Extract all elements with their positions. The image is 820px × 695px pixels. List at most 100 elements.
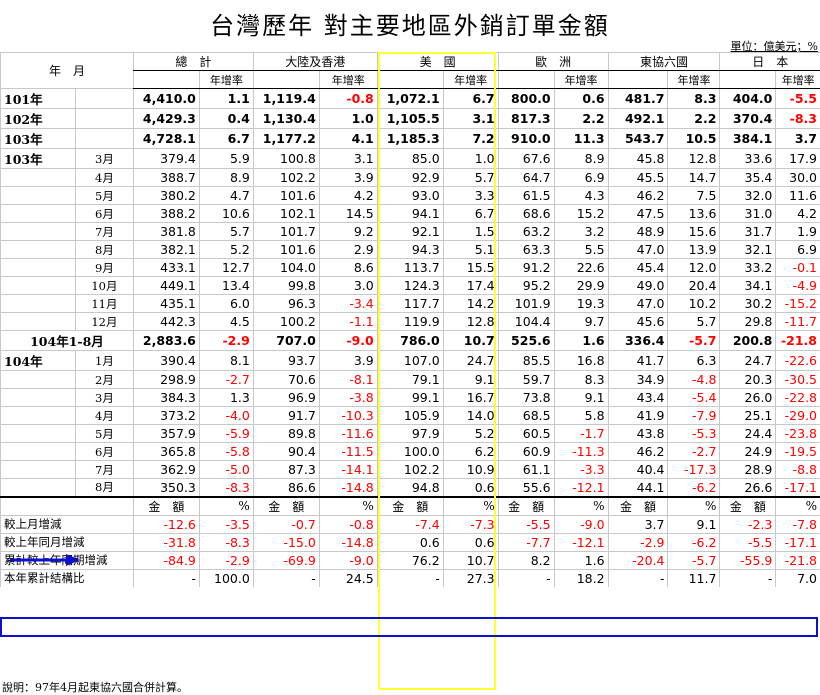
value-cell: -8.8 <box>775 460 820 479</box>
year-cell <box>0 424 76 443</box>
year-cell <box>0 460 76 479</box>
value-cell: 89.8 <box>252 424 320 443</box>
value-cell: 10.6 <box>198 204 254 223</box>
value-cell: 22.6 <box>553 258 609 277</box>
value-cell: 442.3 <box>132 312 200 331</box>
value-cell: 86.6 <box>252 478 320 497</box>
amount-subheader: 金 額 <box>719 495 776 515</box>
page-title: 台灣歷年 對主要地區外銷訂單金額 <box>210 12 610 40</box>
amount-subheader: 金 額 <box>376 495 444 515</box>
table-row: 103年 4,728.1 6.7 1,177.2 4.1 1,185.3 7.2 910.0 1… <box>0 128 820 149</box>
value-cell: 97.9 <box>376 424 444 443</box>
value-cell: 786.0 <box>376 330 444 351</box>
value-cell: -5.4 <box>667 388 720 407</box>
summary-value: 0.6 <box>376 532 444 551</box>
value-cell: 4.2 <box>318 186 378 205</box>
value-cell: 85.0 <box>376 148 444 169</box>
value-cell: 13.9 <box>667 240 720 259</box>
value-cell: 1.1 <box>198 88 254 109</box>
value-cell: -3.3 <box>553 460 609 479</box>
month-cell: 5月 <box>74 186 134 205</box>
year-cell: 101年 <box>0 88 76 109</box>
value-cell: 2.2 <box>553 108 609 129</box>
value-cell: 19.3 <box>553 294 609 313</box>
summary-value: -7.3 <box>442 514 499 533</box>
value-cell: 90.4 <box>252 442 320 461</box>
value-cell: -2.7 <box>667 442 720 461</box>
footnote: 說明：97年4月起東協六國合併計算。 <box>2 681 188 694</box>
value-cell: 45.6 <box>607 312 668 331</box>
value-cell: 6.2 <box>442 442 499 461</box>
summary-value: -0.7 <box>252 514 320 533</box>
month-cell: 9月 <box>74 258 134 277</box>
summary-value: -5.5 <box>719 532 776 551</box>
value-cell: 49.0 <box>607 276 668 295</box>
value-cell: 1,130.4 <box>252 108 320 129</box>
value-cell: 388.7 <box>132 168 200 187</box>
value-cell: -5.5 <box>775 88 820 109</box>
value-cell: 96.9 <box>252 388 320 407</box>
value-cell: 525.6 <box>497 330 555 351</box>
value-cell: -4.0 <box>198 406 254 425</box>
value-cell: 2,883.6 <box>132 330 200 351</box>
value-cell: 4.3 <box>553 186 609 205</box>
value-cell: -3.8 <box>318 388 378 407</box>
amount-header <box>497 70 555 89</box>
pct-subheader: % <box>442 495 499 515</box>
value-cell: 96.3 <box>252 294 320 313</box>
month-cell: 4月 <box>74 168 134 187</box>
value-cell: 8.9 <box>198 168 254 187</box>
header-row: 年 月總 計大陸及香港美 國歐 洲東協六國日 本 <box>0 52 820 89</box>
value-cell: 12.8 <box>442 312 499 331</box>
value-cell: 61.1 <box>497 460 555 479</box>
summary-value: -7.7 <box>497 532 555 551</box>
value-cell: 46.2 <box>607 442 668 461</box>
value-cell: 4,728.1 <box>132 128 200 149</box>
value-cell: 357.9 <box>132 424 200 443</box>
table-row: 104年1-8月 2,883.6 -2.9 707.0 -9.0 786.0 10.7 525… <box>0 330 820 351</box>
value-cell: 3.0 <box>318 276 378 295</box>
value-cell: 20.3 <box>719 370 776 389</box>
value-cell: 29.8 <box>719 312 776 331</box>
value-cell: 3.9 <box>318 168 378 187</box>
month-cell: 3月 <box>74 148 134 169</box>
value-cell: 46.2 <box>607 186 668 205</box>
pct-subheader: % <box>667 495 720 515</box>
value-cell: 9.7 <box>553 312 609 331</box>
table-row: 12月 442.3 4.5 100.2 -1.1 119.9 12.8 104.4 9.7 45.… <box>0 312 820 331</box>
value-cell: 382.1 <box>132 240 200 259</box>
value-cell: 15.6 <box>667 222 720 241</box>
summary-value: 0.6 <box>442 532 499 551</box>
value-cell: 481.7 <box>607 88 668 109</box>
value-cell: 1.3 <box>198 388 254 407</box>
amount-subheader: 金 額 <box>132 495 200 515</box>
value-cell: 3.1 <box>318 148 378 169</box>
value-cell: 433.1 <box>132 258 200 277</box>
month-cell: 1月 <box>74 350 134 371</box>
summary-value: -55.9 <box>719 550 776 569</box>
value-cell: 33.6 <box>719 148 776 169</box>
value-cell: 32.1 <box>719 240 776 259</box>
value-cell: -11.6 <box>318 424 378 443</box>
value-cell: -8.3 <box>775 108 820 129</box>
value-cell: 4,410.0 <box>132 88 200 109</box>
value-cell: 102.1 <box>252 204 320 223</box>
value-cell: 379.4 <box>132 148 200 169</box>
value-cell: 10.5 <box>667 128 720 149</box>
value-cell: 101.6 <box>252 240 320 259</box>
summary-value: -3.5 <box>198 514 254 533</box>
table-row: 7月 362.9 -5.0 87.3 -14.1 102.2 10.9 61.1 -3.3 40.… <box>0 460 820 479</box>
value-cell: 4.2 <box>775 204 820 223</box>
value-cell: 1,105.5 <box>376 108 444 129</box>
value-cell: 47.5 <box>607 204 668 223</box>
year-cell <box>0 370 76 389</box>
value-cell: 6.7 <box>198 128 254 149</box>
summary-label: 較上年同月增減 <box>0 532 134 551</box>
value-cell: 910.0 <box>497 128 555 149</box>
value-cell: 5.8 <box>553 406 609 425</box>
value-cell: 4.5 <box>198 312 254 331</box>
summary-value: -17.1 <box>775 532 820 551</box>
value-cell: 14.5 <box>318 204 378 223</box>
value-cell: 5.2 <box>442 424 499 443</box>
value-cell: 99.1 <box>376 388 444 407</box>
